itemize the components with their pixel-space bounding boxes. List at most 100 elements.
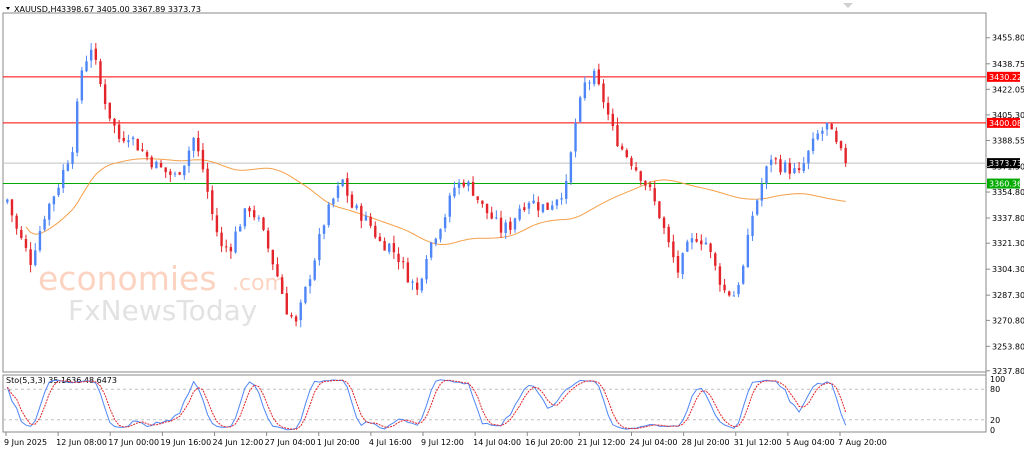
candle-body	[34, 250, 37, 266]
candle-body	[648, 184, 652, 188]
x-tick-label: 9 Jul 12:00	[421, 438, 464, 447]
candle-body	[811, 138, 815, 152]
candle-body	[294, 316, 298, 322]
candle-body	[592, 70, 596, 85]
candle-body	[332, 198, 335, 205]
candle-body	[690, 238, 694, 243]
stoch-level-label: 100	[990, 375, 1005, 384]
candle-body	[681, 253, 684, 275]
chevron-down-icon[interactable]	[6, 7, 10, 10]
stoch-level-label: 80	[990, 385, 1000, 394]
stoch-level-label: 0	[990, 426, 995, 435]
symbol-label: XAUUSD,H4	[14, 5, 62, 14]
watermark: economies .com FxNewsToday	[38, 259, 286, 327]
candle-body	[248, 207, 251, 212]
candle-body	[108, 102, 111, 119]
candle-body	[565, 180, 568, 199]
candle-body	[439, 229, 442, 240]
candle-body	[350, 194, 354, 208]
y-tick-label: 3253.80	[992, 342, 1024, 351]
candle-body	[639, 171, 642, 181]
price-axis: 3455.80 3438.75 3422.05 3405.30 3388.55 3371.…	[986, 34, 1024, 376]
x-tick-label: 31 Jul 12:00	[734, 438, 782, 447]
y-tick-label: 3237.80	[992, 367, 1024, 376]
candle-body	[737, 284, 740, 295]
candle-body	[634, 167, 638, 171]
candle-body	[686, 241, 689, 252]
candle-body	[434, 238, 438, 244]
candle-body	[802, 163, 805, 171]
candle-body	[29, 249, 32, 265]
candle-body	[406, 262, 410, 283]
candle-body	[290, 315, 293, 317]
candle-body	[443, 217, 447, 229]
candle-body	[420, 278, 424, 291]
candle-body	[499, 217, 503, 233]
candle-body	[839, 141, 843, 149]
x-tick-label: 5 Aug 04:00	[786, 438, 835, 447]
watermark-economies: economies	[38, 259, 217, 298]
x-tick-label: 19 Jun 16:00	[160, 438, 211, 447]
y-tick-label: 3438.75	[992, 60, 1024, 69]
x-tick-label: 14 Jul 04:00	[473, 438, 521, 447]
candle-body	[448, 195, 451, 217]
candle-body	[24, 238, 28, 248]
candle-body	[397, 253, 400, 263]
y-tick-label: 3354.80	[992, 188, 1024, 197]
candle-body	[336, 185, 340, 198]
candle-body	[672, 241, 675, 258]
candle-body	[723, 284, 726, 291]
candle-body	[415, 282, 419, 290]
y-tick-label: 3270.80	[992, 316, 1024, 325]
candle-body	[630, 158, 633, 167]
candle-body	[676, 256, 680, 273]
candle-body	[392, 243, 396, 253]
candle-body	[807, 150, 810, 164]
candle-body	[509, 221, 512, 230]
y-tick-label: 3304.30	[992, 265, 1024, 274]
candle-body	[546, 202, 549, 210]
candle-body	[755, 200, 759, 215]
candle-body	[304, 286, 307, 303]
candle-body	[616, 125, 619, 147]
candle-body	[364, 215, 368, 221]
candle-body	[578, 97, 582, 122]
candle-body	[388, 243, 391, 252]
symbol-header[interactable]: XAUUSD,H4 3398.67 3405.00 3367.89 3373.7…	[6, 5, 201, 14]
candle-body	[523, 207, 526, 211]
candle-body	[765, 166, 768, 184]
candle-body	[57, 187, 60, 196]
candle-body	[383, 240, 386, 251]
level-label: 3430.22	[989, 73, 1022, 82]
candle-body	[844, 147, 847, 164]
candle-body	[164, 167, 167, 173]
watermark-fxnewstoday: FxNewsToday	[68, 294, 257, 327]
candle-body	[103, 84, 107, 104]
candle-body	[239, 226, 242, 232]
candle-body	[574, 122, 577, 152]
candle-body	[211, 190, 214, 215]
candle-body	[215, 215, 219, 233]
time-axis: 9 Jun 2025 12 Jun 08:00 17 Jun 00:00 19 Jun…	[4, 432, 887, 447]
x-tick-label: 16 Jul 20:00	[525, 438, 573, 447]
candle-body	[476, 196, 479, 201]
level-label: 3360.36	[989, 180, 1022, 189]
candle-body	[201, 149, 205, 170]
stochastic-label: Sto(5,3,3) 35.1636 48.6473	[6, 376, 117, 385]
candle-body	[80, 70, 84, 101]
candle-body	[653, 188, 656, 202]
candle-body	[308, 279, 312, 287]
scroll-indicator-icon[interactable]	[843, 3, 853, 8]
candle-body	[625, 150, 628, 157]
candle-body	[169, 171, 172, 175]
candle-body	[94, 48, 98, 60]
x-tick-label: 4 Jul 16:00	[369, 438, 412, 447]
candle-body	[709, 243, 712, 252]
x-tick-label: 12 Jun 08:00	[56, 438, 107, 447]
candle-body	[583, 82, 587, 99]
candle-body	[816, 133, 819, 140]
candle-body	[714, 253, 717, 266]
candle-body	[467, 181, 470, 186]
candle-body	[262, 217, 265, 230]
